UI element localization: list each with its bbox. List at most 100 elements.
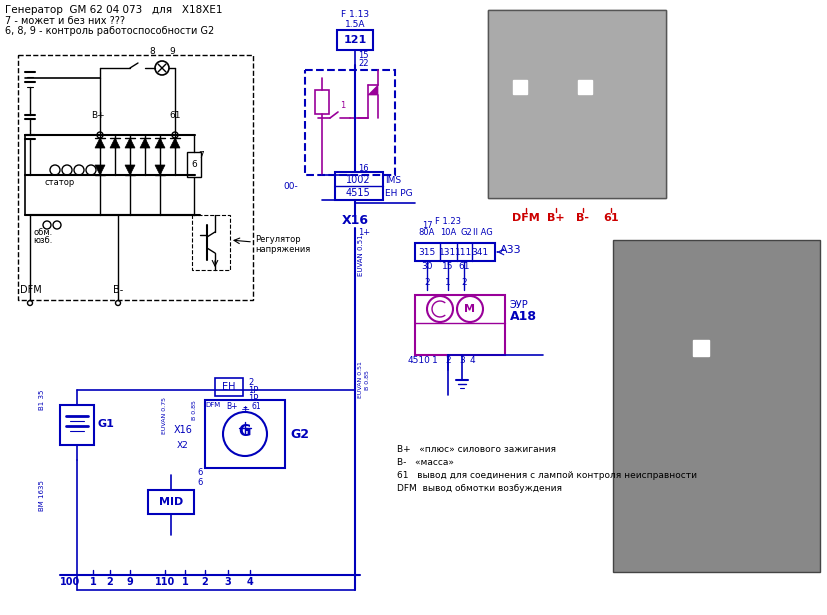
Text: статор: статор bbox=[45, 178, 75, 187]
Text: B 0.85: B 0.85 bbox=[365, 370, 370, 390]
Text: 22: 22 bbox=[357, 58, 368, 68]
Text: B-: B- bbox=[112, 285, 123, 295]
Text: 15: 15 bbox=[442, 262, 453, 271]
Text: 1.5A: 1.5A bbox=[344, 20, 365, 29]
Text: 2: 2 bbox=[423, 277, 429, 287]
Text: G2: G2 bbox=[460, 228, 471, 237]
Text: 61   вывод для соединения с лампой контроля неисправности: 61 вывод для соединения с лампой контрол… bbox=[396, 471, 696, 480]
Text: 7 - может и без них ???: 7 - может и без них ??? bbox=[5, 16, 125, 26]
Polygon shape bbox=[155, 165, 165, 175]
Bar bbox=[414, 295, 504, 355]
Text: 2: 2 bbox=[248, 378, 253, 387]
Text: 315: 315 bbox=[418, 247, 435, 256]
Text: 9: 9 bbox=[127, 577, 133, 587]
Text: 3: 3 bbox=[224, 577, 231, 587]
Text: 1: 1 bbox=[445, 277, 451, 287]
Text: EUVAN 0.51: EUVAN 0.51 bbox=[357, 234, 364, 276]
Polygon shape bbox=[140, 138, 150, 148]
Bar bbox=[487, 10, 665, 198]
Text: EUVAN 0.51: EUVAN 0.51 bbox=[357, 362, 362, 399]
Polygon shape bbox=[367, 85, 378, 95]
Text: X16: X16 bbox=[341, 213, 368, 226]
Text: EH: EH bbox=[222, 382, 236, 392]
Bar bbox=[314, 90, 328, 114]
Text: 1002: 1002 bbox=[345, 175, 370, 185]
Text: 6: 6 bbox=[191, 159, 197, 169]
Text: B+   «плюс» силового зажигания: B+ «плюс» силового зажигания bbox=[396, 445, 555, 454]
Text: +: + bbox=[240, 405, 250, 415]
Bar bbox=[612, 240, 819, 572]
Text: 80A: 80A bbox=[418, 228, 435, 237]
Text: 61: 61 bbox=[169, 111, 180, 120]
Text: B+: B+ bbox=[547, 213, 564, 223]
Text: F 1.13: F 1.13 bbox=[341, 10, 369, 19]
Text: B+: B+ bbox=[91, 111, 105, 120]
Text: 00-: 00- bbox=[283, 181, 298, 191]
Bar bbox=[148, 490, 194, 514]
Text: G2: G2 bbox=[289, 427, 308, 440]
Text: 4: 4 bbox=[246, 577, 253, 587]
Text: 30: 30 bbox=[421, 262, 433, 271]
Text: 110: 110 bbox=[155, 577, 175, 587]
Text: 1: 1 bbox=[181, 577, 189, 587]
Text: 15: 15 bbox=[357, 50, 368, 60]
Text: 17: 17 bbox=[421, 221, 432, 230]
Text: 2: 2 bbox=[202, 577, 208, 587]
Bar bbox=[18, 55, 253, 300]
Text: ЭУР: ЭУР bbox=[509, 300, 528, 310]
Text: B1 35: B1 35 bbox=[39, 390, 45, 410]
Polygon shape bbox=[95, 165, 105, 175]
Polygon shape bbox=[125, 165, 135, 175]
Text: напряжения: напряжения bbox=[255, 245, 310, 254]
Text: MID: MID bbox=[159, 497, 183, 507]
Text: 8: 8 bbox=[149, 47, 155, 56]
Text: 1: 1 bbox=[432, 355, 437, 365]
Bar bbox=[205, 400, 284, 468]
Text: 2: 2 bbox=[445, 355, 450, 365]
Text: 121: 121 bbox=[343, 35, 366, 45]
Text: II AG: II AG bbox=[472, 228, 492, 237]
Bar bbox=[215, 378, 242, 396]
Text: юзб.: юзб. bbox=[33, 236, 53, 245]
Text: IMS: IMS bbox=[385, 175, 400, 184]
Text: 10A: 10A bbox=[439, 228, 456, 237]
Text: 2: 2 bbox=[107, 577, 113, 587]
Text: 341: 341 bbox=[471, 247, 488, 256]
Text: EUVAN 0.75: EUVAN 0.75 bbox=[162, 397, 167, 434]
Text: Регулятор: Регулятор bbox=[255, 235, 300, 244]
Text: BM 1635: BM 1635 bbox=[39, 480, 45, 511]
Text: 61: 61 bbox=[602, 213, 618, 223]
Bar bbox=[692, 340, 708, 356]
Text: 111: 111 bbox=[455, 247, 472, 256]
Text: A33: A33 bbox=[500, 245, 521, 255]
Polygon shape bbox=[95, 138, 105, 148]
Bar bbox=[192, 215, 230, 270]
Text: DFM: DFM bbox=[512, 213, 539, 223]
Text: 1: 1 bbox=[340, 101, 345, 110]
Text: 61: 61 bbox=[251, 402, 261, 411]
Polygon shape bbox=[110, 138, 120, 148]
Bar bbox=[60, 405, 94, 445]
Bar bbox=[187, 152, 201, 177]
Text: B-: B- bbox=[576, 213, 589, 223]
Text: 9: 9 bbox=[169, 47, 174, 56]
Text: DFM: DFM bbox=[20, 285, 41, 295]
Text: 4515: 4515 bbox=[345, 188, 370, 198]
Bar bbox=[513, 80, 526, 94]
Bar bbox=[487, 10, 665, 198]
Text: Генератор  GM 62 04 073   для   X18XE1: Генератор GM 62 04 073 для X18XE1 bbox=[5, 5, 222, 15]
Text: 2: 2 bbox=[461, 277, 466, 287]
Bar bbox=[304, 70, 394, 175]
Text: X2: X2 bbox=[177, 440, 189, 450]
Text: 3: 3 bbox=[458, 355, 464, 365]
Text: DFM  вывод обмотки возбуждения: DFM вывод обмотки возбуждения bbox=[396, 484, 562, 493]
Text: B 0.85: B 0.85 bbox=[192, 400, 198, 420]
Text: 61: 61 bbox=[457, 262, 469, 271]
Text: 6: 6 bbox=[197, 468, 203, 477]
Text: 131: 131 bbox=[439, 247, 456, 256]
Bar bbox=[577, 80, 591, 94]
Text: 6, 8, 9 - контроль работоспособности G2: 6, 8, 9 - контроль работоспособности G2 bbox=[5, 26, 214, 36]
Polygon shape bbox=[155, 138, 165, 148]
Text: X16: X16 bbox=[174, 425, 192, 435]
Text: B+: B+ bbox=[226, 402, 237, 411]
